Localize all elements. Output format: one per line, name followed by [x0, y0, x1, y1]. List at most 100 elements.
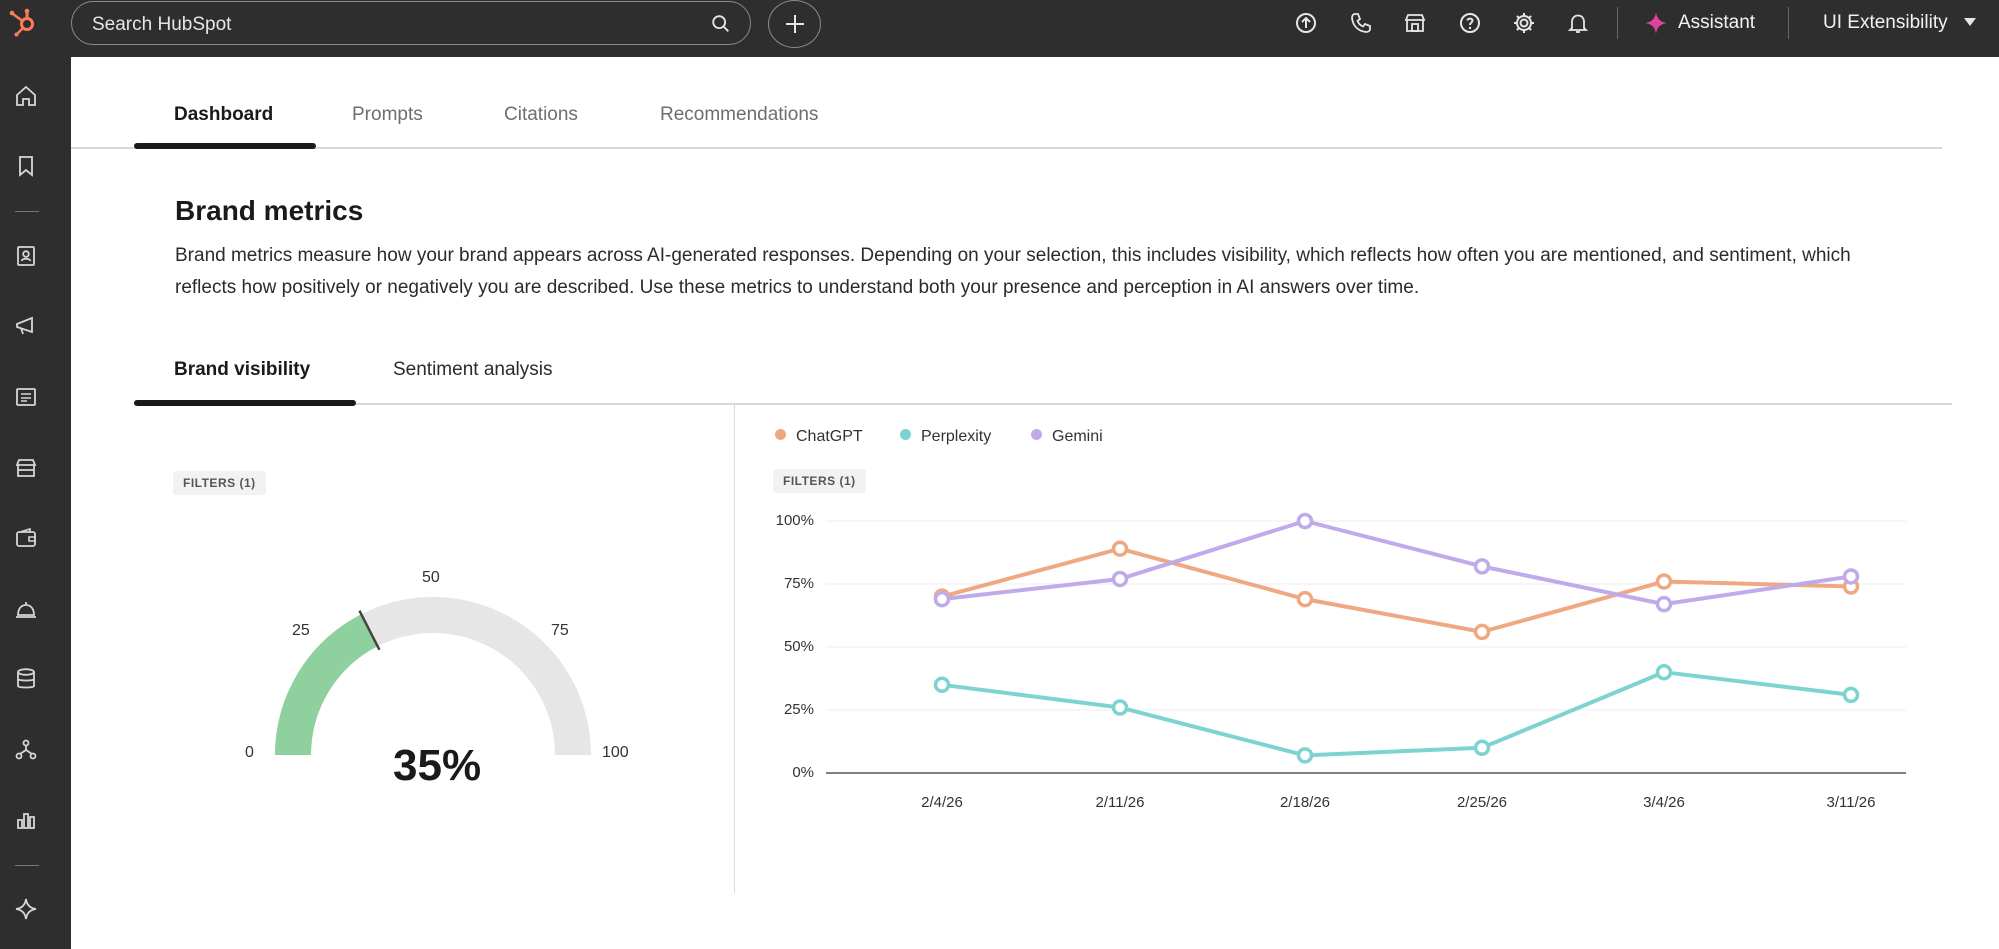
- reports-bar-chart-icon[interactable]: [14, 808, 38, 832]
- gauge-fill: [275, 614, 379, 756]
- legend-dot: [1031, 429, 1042, 440]
- content-icon[interactable]: [14, 385, 38, 409]
- gauge-tick-50: 50: [422, 569, 440, 586]
- data-point-perplexity[interactable]: [1842, 686, 1860, 704]
- data-point-gemini[interactable]: [1842, 568, 1860, 585]
- subtab-brand-visibility[interactable]: Brand visibility: [174, 359, 311, 380]
- notifications-bell-icon[interactable]: [1566, 11, 1590, 35]
- phone-icon[interactable]: [1349, 11, 1373, 35]
- marketing-megaphone-icon[interactable]: [14, 314, 38, 338]
- database-icon[interactable]: [14, 667, 38, 691]
- top-navigation-bar: Search HubSpot: [0, 0, 1999, 57]
- left-sidebar: [0, 57, 71, 949]
- automation-workflow-icon[interactable]: [14, 738, 38, 762]
- data-point-chatgpt[interactable]: [1111, 540, 1129, 557]
- data-point-perplexity[interactable]: [933, 676, 951, 694]
- x-tick-label: 2/4/26: [921, 794, 963, 811]
- service-bell-icon[interactable]: [14, 597, 38, 621]
- data-point-perplexity[interactable]: [1111, 699, 1129, 716]
- plus-icon: [786, 15, 804, 33]
- data-point-gemini[interactable]: [1111, 570, 1129, 588]
- account-menu[interactable]: UI Extensibility: [1823, 12, 1948, 33]
- tab-recommendations[interactable]: Recommendations: [660, 104, 819, 125]
- legend-item-perplexity[interactable]: Perplexity: [900, 428, 991, 446]
- sparkle-icon: [1645, 12, 1667, 34]
- data-point-gemini[interactable]: [1655, 595, 1673, 613]
- data-point-perplexity[interactable]: [1655, 663, 1673, 681]
- help-icon[interactable]: [1458, 11, 1482, 35]
- series-line-perplexity: [941, 670, 1852, 758]
- x-tick-label: 2/18/26: [1279, 794, 1331, 811]
- wallet-icon[interactable]: [14, 526, 38, 550]
- y-tick-label: 25%: [783, 701, 814, 718]
- data-point-chatgpt[interactable]: [1296, 590, 1314, 608]
- gauge-filters-badge[interactable]: FILTERS (1): [173, 471, 266, 495]
- x-tick-label: 2/11/26: [1095, 794, 1145, 811]
- legend-item-gemini[interactable]: Gemini: [1031, 428, 1103, 446]
- data-point-gemini[interactable]: [933, 590, 951, 608]
- data-point-chatgpt[interactable]: [1473, 623, 1491, 641]
- data-point-gemini[interactable]: [1473, 558, 1491, 575]
- legend-label: Gemini: [1052, 428, 1103, 445]
- x-tick-label: 3/11/26: [1826, 794, 1876, 811]
- section-description: Brand metrics measure how your brand app…: [175, 245, 1851, 298]
- tabs-divider: [71, 147, 1942, 149]
- tab-prompts[interactable]: Prompts: [352, 104, 423, 125]
- page-title: Brand metrics: [175, 195, 364, 226]
- gauge-tick-0: 0: [245, 744, 254, 761]
- data-point-perplexity[interactable]: [1473, 739, 1491, 757]
- y-tick-label: 75%: [783, 575, 814, 592]
- sidebar-divider: [15, 211, 39, 212]
- legend-dot: [900, 429, 911, 440]
- x-tick-label: 3/4/26: [1643, 794, 1685, 811]
- visibility-gauge: [275, 597, 591, 756]
- x-tick-label: 2/25/26: [1456, 794, 1508, 811]
- create-button[interactable]: [768, 0, 821, 48]
- subtabs-divider: [134, 403, 1952, 405]
- gauge-tick-25: 25: [292, 622, 310, 639]
- legend-dot: [775, 429, 786, 440]
- topbar-divider: [1788, 7, 1789, 39]
- gauge-tick-100: 100: [602, 744, 629, 761]
- gauge-tick-75: 75: [551, 622, 569, 639]
- y-tick-label: 100%: [775, 512, 814, 529]
- series-line-gemini: [941, 519, 1852, 607]
- topbar-divider: [1617, 7, 1618, 39]
- settings-gear-icon[interactable]: [1512, 11, 1536, 35]
- y-tick-label: 50%: [783, 638, 814, 655]
- tab-citations[interactable]: Citations: [504, 104, 578, 125]
- active-subtab-indicator: [134, 400, 356, 406]
- y-tick-label: 0%: [792, 764, 814, 781]
- legend-label: ChatGPT: [796, 428, 863, 445]
- data-point-perplexity[interactable]: [1296, 747, 1314, 764]
- legend-item-chatgpt[interactable]: ChatGPT: [775, 428, 863, 446]
- upgrade-icon[interactable]: [1294, 11, 1318, 35]
- gauge-needle: [358, 610, 381, 651]
- home-icon[interactable]: [14, 84, 38, 108]
- bookmark-icon[interactable]: [14, 154, 38, 178]
- active-tab-indicator: [134, 143, 316, 149]
- search-input[interactable]: Search HubSpot: [71, 1, 751, 45]
- chart-filters-badge[interactable]: FILTERS (1): [773, 469, 866, 493]
- assistant-label: Assistant: [1678, 12, 1756, 33]
- contacts-icon[interactable]: [14, 244, 38, 268]
- gauge-value: 35%: [393, 741, 482, 790]
- data-point-gemini[interactable]: [1296, 512, 1314, 530]
- sidebar-divider: [15, 865, 39, 866]
- legend-label: Perplexity: [921, 428, 992, 445]
- data-point-chatgpt[interactable]: [1655, 573, 1673, 590]
- search-icon[interactable]: [710, 13, 732, 35]
- search-placeholder: Search HubSpot: [92, 14, 232, 35]
- chevron-down-icon[interactable]: [1963, 16, 1977, 28]
- commerce-store-icon[interactable]: [14, 456, 38, 480]
- marketplace-icon[interactable]: [1403, 11, 1427, 35]
- main-tabs: Dashboard Prompts Citations Recommendati…: [134, 90, 1942, 150]
- subtab-sentiment-analysis[interactable]: Sentiment analysis: [393, 359, 553, 380]
- series-line-chatgpt: [941, 546, 1852, 634]
- panel-divider: [734, 405, 735, 893]
- tab-dashboard[interactable]: Dashboard: [174, 104, 274, 125]
- ai-sparkle-icon[interactable]: [14, 897, 38, 921]
- data-point-chatgpt[interactable]: [1842, 578, 1860, 595]
- data-point-chatgpt[interactable]: [933, 588, 951, 605]
- hubspot-logo-icon[interactable]: [6, 6, 38, 38]
